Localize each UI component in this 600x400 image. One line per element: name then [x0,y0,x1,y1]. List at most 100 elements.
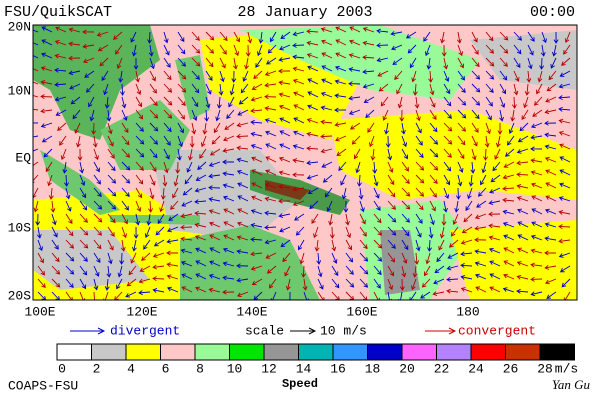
wind-arrow [385,135,391,148]
wind-arrow [475,286,487,293]
wind-arrow [367,122,375,133]
wind-arrow [429,109,437,120]
wind-arrow [250,108,263,114]
wind-arrow [531,182,543,189]
wind-arrow [502,209,515,215]
wind-arrow [494,148,501,160]
wind-arrow [334,79,347,85]
wind-arrow [415,148,424,159]
wind-arrow [265,143,277,150]
wind-arrow [317,265,323,278]
wind-arrow [135,148,145,158]
wind-arrow [443,70,450,82]
wind-arrow [148,200,153,213]
wind-arrow [359,213,366,225]
wind-arrow [359,265,369,275]
wind-arrow [513,70,520,82]
wind-arrow [250,222,263,228]
wind-arrow [209,260,221,267]
wind-arrow [489,273,501,280]
wind-arrow [258,31,264,44]
wind-arrow [387,174,395,186]
wind-arrow [320,133,333,139]
wind-arrow [335,52,347,59]
wind-arrow [250,131,263,137]
wind-arrow [378,83,389,92]
wind-arrow [163,57,171,68]
wind-arrow [519,122,529,132]
wind-arrow [545,278,557,285]
wind-arrow [251,182,263,189]
wind-arrow [345,252,354,263]
wind-arrow [135,135,145,145]
wind-arrow [205,96,211,109]
wind-arrow [264,94,277,100]
wind-arrow [149,96,158,107]
wind-arrow [461,226,473,234]
wind-arrow [65,278,74,289]
wind-arrow [457,135,466,146]
wind-arrow [544,222,557,228]
wind-arrow [96,31,109,37]
wind-arrow [443,122,453,132]
wind-arrow [268,278,277,289]
lat-label: 20S [8,288,32,303]
wind-arrow [208,185,221,191]
wind-arrow [443,187,450,200]
wind-arrow [358,187,364,200]
wind-arrow [336,148,347,157]
header-left: FSU/QuikSCAT [4,4,112,21]
wind-arrow [163,148,170,160]
wind-arrow [457,148,465,160]
wind-arrow [121,122,129,134]
wind-arrow [125,291,137,298]
wind-arrow [200,135,207,148]
wind-arrow [558,83,571,89]
wind-arrow [313,226,319,239]
wind-arrow [162,174,168,187]
wind-arrow [306,145,319,151]
colorbar-cell [125,343,161,361]
wind-arrow [68,27,81,33]
wind-arrow [250,209,263,215]
header-right: 00:00 [530,4,575,21]
wind-arrow [485,83,494,94]
wind-arrow [41,135,53,143]
wind-arrow [264,70,277,76]
wind-arrow [233,31,240,43]
wind-arrow [359,239,368,250]
land [100,100,190,170]
wind-arrow [163,44,170,56]
wind-arrow [503,273,515,280]
wind-arrow [439,226,445,239]
wind-arrow [222,183,235,189]
wind-arrow [41,52,53,59]
wind-arrow [516,261,529,267]
wind-arrow [396,83,403,95]
wind-arrow [544,250,557,256]
wind-arrow [191,70,200,80]
speed-zone [240,25,480,100]
wind-arrow [399,109,405,122]
wind-arrow [250,144,263,150]
wind-arrow [163,161,169,174]
colorbar-tick: 14 [296,361,312,376]
wind-arrow [278,68,291,74]
wind-arrow [334,93,347,99]
wind-arrow [68,55,81,61]
wind-arrow [502,197,515,203]
wind-arrow [460,263,473,268]
wind-arrow [135,161,144,171]
wind-arrow [537,70,543,83]
colorbar-cell [401,343,437,361]
wind-arrow [149,187,155,200]
wind-arrow [517,247,529,254]
colorbar-cell [56,343,92,361]
wind-arrow [62,161,68,174]
wind-arrow [208,287,221,293]
wind-arrow [59,135,67,146]
wind-arrow [209,221,221,228]
wind-arrow [331,239,337,252]
wind-arrow [266,57,277,65]
